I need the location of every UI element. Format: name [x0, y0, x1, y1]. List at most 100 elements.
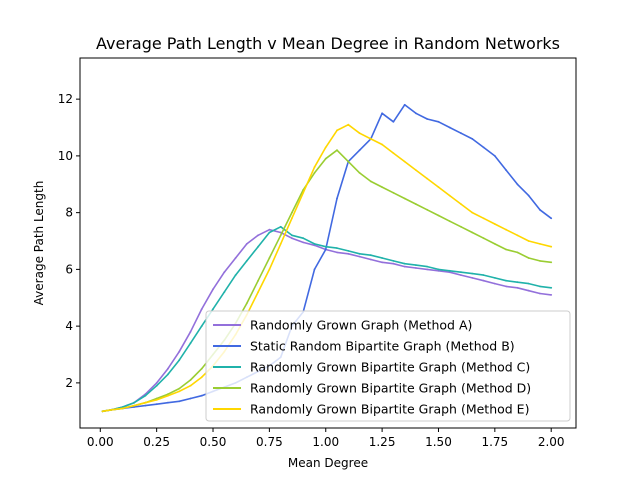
- data-point: [155, 399, 158, 401]
- data-point: [493, 155, 496, 157]
- legend-items: Randomly Grown Graph (Method A) Static Ra…: [213, 318, 531, 417]
- data-point: [471, 231, 474, 234]
- data-point: [448, 220, 451, 223]
- data-point: [471, 138, 474, 140]
- legend-label: Randomly Grown Bipartite Graph (Method C…: [250, 360, 530, 375]
- data-point: [336, 129, 338, 132]
- data-point: [291, 237, 293, 240]
- data-point: [392, 260, 395, 262]
- data-point: [403, 103, 406, 106]
- y-tick-label: 12: [58, 92, 73, 106]
- data-point: [200, 394, 203, 397]
- data-point: [415, 169, 417, 172]
- data-point: [347, 250, 350, 252]
- data-point: [189, 379, 192, 381]
- data-point: [324, 157, 327, 160]
- y-tick-label: 4: [65, 319, 73, 333]
- data-point: [155, 382, 158, 384]
- data-point: [189, 342, 192, 345]
- data-point: [121, 407, 124, 410]
- x-tick-label: 0.75: [256, 435, 283, 449]
- data-point: [381, 186, 383, 189]
- data-point: [268, 268, 271, 271]
- data-point: [471, 211, 474, 214]
- data-point: [336, 197, 338, 200]
- data-point: [279, 243, 282, 245]
- data-point: [302, 241, 305, 244]
- x-tick-label: 1.75: [481, 435, 508, 449]
- data-point: [550, 286, 553, 289]
- data-point: [101, 410, 104, 413]
- data-point: [426, 268, 429, 271]
- data-point: [539, 208, 541, 211]
- data-point: [505, 228, 507, 231]
- data-point: [516, 281, 519, 284]
- data-point: [527, 282, 530, 285]
- data-point: [155, 403, 158, 406]
- data-point: [448, 194, 451, 197]
- data-point: [392, 262, 395, 265]
- data-point: [313, 244, 316, 247]
- data-point: [392, 191, 395, 194]
- data-point: [133, 401, 136, 404]
- data-point: [257, 245, 259, 248]
- data-point: [324, 146, 327, 149]
- data-point: [200, 308, 203, 310]
- data-point: [200, 325, 203, 327]
- data-point: [415, 267, 417, 269]
- data-point: [381, 143, 383, 146]
- data-point: [448, 269, 451, 272]
- data-point: [460, 203, 462, 206]
- data-point: [268, 257, 271, 259]
- data-point: [336, 247, 338, 250]
- data-point: [460, 274, 462, 276]
- data-point: [516, 286, 519, 289]
- data-point: [279, 225, 282, 228]
- y-tick-label: 6: [65, 262, 73, 276]
- x-axis: 0.00 0.25 0.50 0.75 1.00 1.25 1.50 1.75 2.00: [87, 428, 565, 449]
- data-point: [110, 408, 113, 411]
- data-point: [550, 217, 553, 220]
- data-point: [200, 367, 203, 370]
- data-point: [178, 387, 181, 390]
- data-point: [448, 126, 451, 129]
- x-axis-label: Mean Degree: [288, 456, 368, 470]
- data-point: [212, 308, 214, 310]
- x-tick-label: 2.00: [538, 435, 565, 449]
- data-point: [144, 394, 147, 397]
- data-point: [505, 285, 507, 288]
- data-point: [516, 183, 519, 186]
- data-point: [358, 252, 361, 255]
- data-point: [482, 217, 485, 220]
- data-point: [167, 401, 169, 404]
- y-tick-label: 10: [58, 149, 73, 163]
- x-tick-label: 1.25: [369, 435, 396, 449]
- data-point: [358, 149, 361, 152]
- data-point: [336, 251, 338, 254]
- x-tick-label: 0.50: [200, 435, 227, 449]
- x-tick-label: 1.50: [425, 435, 452, 449]
- data-point: [189, 384, 192, 387]
- y-tick-label: 8: [65, 206, 73, 220]
- data-point: [313, 172, 316, 174]
- data-point: [133, 406, 136, 408]
- data-point: [167, 373, 169, 376]
- data-point: [539, 292, 541, 295]
- data-point: [324, 248, 327, 251]
- legend-label: Randomly Grown Bipartite Graph (Method D…: [250, 381, 531, 396]
- data-point: [178, 350, 181, 353]
- data-point: [234, 257, 237, 259]
- data-point: [426, 118, 429, 120]
- data-point: [155, 384, 158, 387]
- data-point: [460, 225, 462, 228]
- data-point: [381, 112, 383, 115]
- data-point: [167, 367, 169, 370]
- data-point: [505, 279, 507, 282]
- data-point: [471, 272, 474, 275]
- data-point: [426, 208, 429, 211]
- data-point: [133, 404, 136, 407]
- data-point: [369, 254, 372, 257]
- data-point: [403, 197, 406, 200]
